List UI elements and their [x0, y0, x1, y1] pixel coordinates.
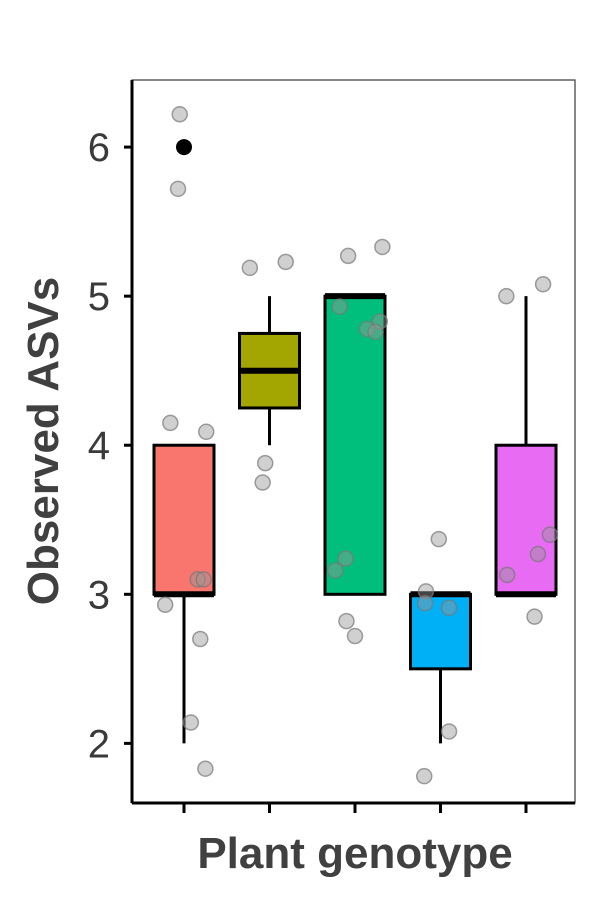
jitter-point — [529, 545, 547, 563]
jitter-point — [534, 275, 552, 293]
jitter-point — [195, 571, 212, 588]
jitter-point — [169, 180, 187, 198]
box — [409, 592, 472, 671]
jitter-point — [440, 723, 458, 740]
box — [152, 443, 216, 596]
jitter-point — [367, 323, 384, 341]
jitter-point — [197, 423, 215, 441]
outliers-layer — [176, 139, 192, 156]
jitter-point — [327, 562, 344, 579]
jitter-point — [241, 259, 259, 277]
jitter-point — [331, 298, 348, 315]
y-tick-label: 6 — [88, 126, 110, 170]
jitter-point — [417, 583, 435, 600]
jitter-point — [541, 526, 559, 543]
jitter-point — [162, 414, 179, 432]
jitter-point — [346, 627, 364, 645]
jitter-point — [498, 566, 516, 584]
jitter-point — [416, 767, 433, 785]
jitter-point — [156, 596, 174, 613]
jitter-point — [254, 474, 271, 491]
jitter-point — [498, 287, 515, 305]
jitter-point — [191, 630, 209, 648]
jitter-point — [526, 608, 543, 625]
jitter-point — [256, 454, 274, 472]
jitter-point — [189, 571, 206, 588]
y-axis-title: Observed ASVs — [19, 277, 68, 606]
jitter-point — [182, 714, 200, 731]
x-axis-title: Plant genotype — [197, 829, 512, 878]
jitter-point — [338, 612, 355, 630]
jitter-point — [358, 320, 376, 338]
jitter-point — [171, 106, 188, 123]
y-tick-label: 5 — [88, 275, 110, 319]
jitter-point — [339, 247, 357, 265]
y-tick-label: 3 — [88, 573, 110, 617]
x-axis-ticks — [182, 803, 528, 813]
jitter-point — [430, 530, 448, 548]
box — [323, 294, 387, 596]
jitter-point — [416, 594, 434, 612]
jitter-point — [374, 238, 391, 256]
jitter-point — [440, 599, 458, 616]
outlier-point — [176, 139, 192, 156]
jitter-point — [337, 550, 354, 567]
y-tick-label: 2 — [88, 722, 110, 766]
jitter-point — [197, 760, 214, 777]
y-axis-ticks: 2 3 4 5 6 — [88, 126, 132, 766]
jitter-points-layer — [156, 106, 559, 785]
jitter-point — [371, 313, 389, 330]
jitter-point — [277, 253, 294, 271]
y-tick-label: 4 — [88, 424, 110, 468]
boxes-layer — [152, 293, 558, 744]
